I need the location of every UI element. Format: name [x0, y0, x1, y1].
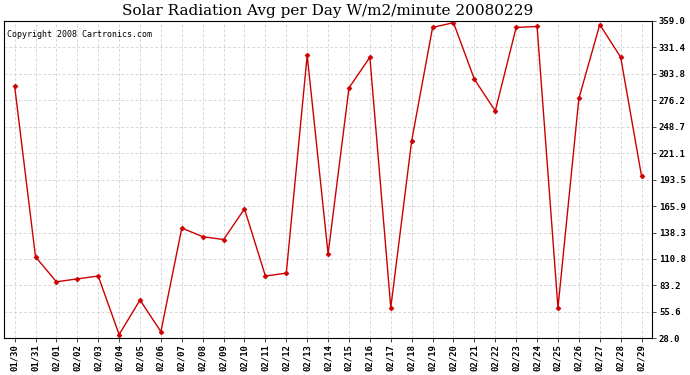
Text: Copyright 2008 Cartronics.com: Copyright 2008 Cartronics.com [8, 30, 152, 39]
Title: Solar Radiation Avg per Day W/m2/minute 20080229: Solar Radiation Avg per Day W/m2/minute … [122, 4, 534, 18]
